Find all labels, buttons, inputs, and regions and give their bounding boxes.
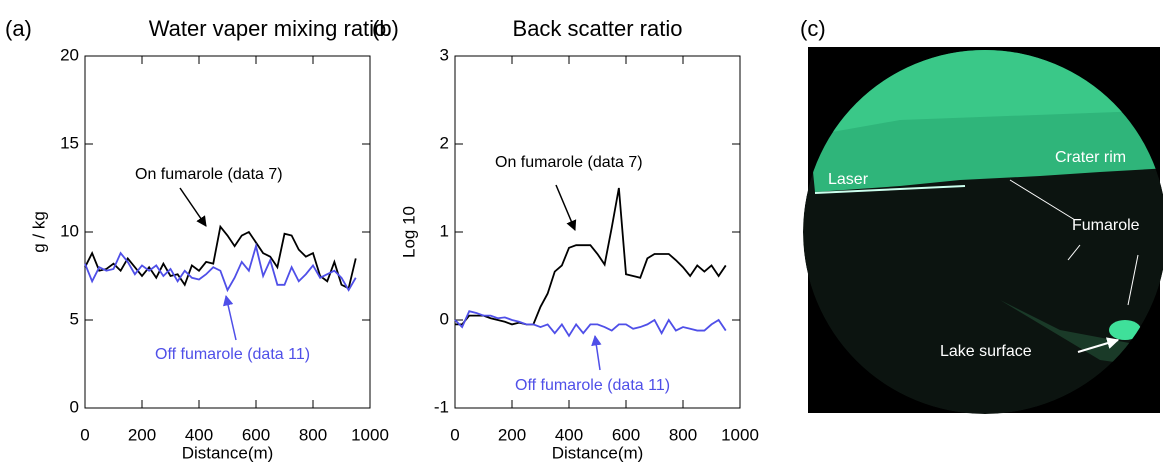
x-tick-label: 0 <box>80 425 89 444</box>
panel-label: (b) <box>372 16 399 41</box>
y-tick-label: 2 <box>440 133 449 152</box>
x-axis-label: Distance(m) <box>182 443 274 462</box>
x-tick-label: 200 <box>128 425 156 444</box>
annotation-arrow <box>222 294 237 341</box>
data-line <box>84 242 357 293</box>
y-tick-label: 5 <box>70 309 79 328</box>
photo: (c) Crater rim Laser Fumarole Lake surfa… <box>800 16 1163 414</box>
y-tick-label: 0 <box>440 309 449 328</box>
photo-label: Crater rim <box>1055 149 1126 166</box>
pointer <box>1067 244 1081 261</box>
chart-title: Water vaper mixing ratio <box>149 16 387 41</box>
y-axis-label: g / kg <box>29 211 48 253</box>
chart-title: Back scatter ratio <box>513 16 683 41</box>
pointer <box>1009 179 1076 221</box>
y-tick-label: 10 <box>60 221 79 240</box>
photo-label: Fumarole <box>1072 217 1140 234</box>
annotation: On fumarole (data 7) <box>135 166 283 183</box>
annotation: Off fumarole (data 11) <box>155 346 310 363</box>
panel-label: (c) <box>800 16 826 41</box>
x-tick-label: 600 <box>242 425 270 444</box>
pointer <box>1127 254 1139 306</box>
x-tick-label: 800 <box>669 425 697 444</box>
photo-label: Laser <box>828 171 869 188</box>
pointer <box>1077 337 1120 353</box>
annotation-arrow <box>555 184 577 231</box>
annotation-arrow <box>591 334 602 371</box>
data-line <box>84 224 357 290</box>
annotation: Off fumarole (data 11) <box>515 377 670 394</box>
data-line <box>454 310 727 338</box>
x-tick-label: 400 <box>555 425 583 444</box>
x-tick-label: 1000 <box>351 425 389 444</box>
x-tick-label: 1000 <box>721 425 759 444</box>
annotation-arrow <box>179 187 207 227</box>
y-tick-label: 1 <box>440 221 449 240</box>
laser-beam <box>814 185 966 194</box>
y-axis-label: Log 10 <box>399 206 418 258</box>
x-tick-label: 800 <box>299 425 327 444</box>
x-tick-label: 400 <box>185 425 213 444</box>
y-tick-label: 15 <box>60 133 79 152</box>
annotation: On fumarole (data 7) <box>495 154 643 171</box>
photo-label: Lake surface <box>940 343 1032 360</box>
y-tick-label: 20 <box>60 45 79 64</box>
lake-glow <box>1109 320 1141 340</box>
y-tick-label: 3 <box>440 45 449 64</box>
data-line <box>455 187 727 326</box>
y-tick-label: -1 <box>434 397 449 416</box>
x-tick-label: 200 <box>498 425 526 444</box>
y-tick-label: 0 <box>70 397 79 416</box>
x-axis-label: Distance(m) <box>552 443 644 462</box>
x-tick-label: 0 <box>450 425 459 444</box>
x-tick-label: 600 <box>612 425 640 444</box>
panel-label: (a) <box>5 16 32 41</box>
